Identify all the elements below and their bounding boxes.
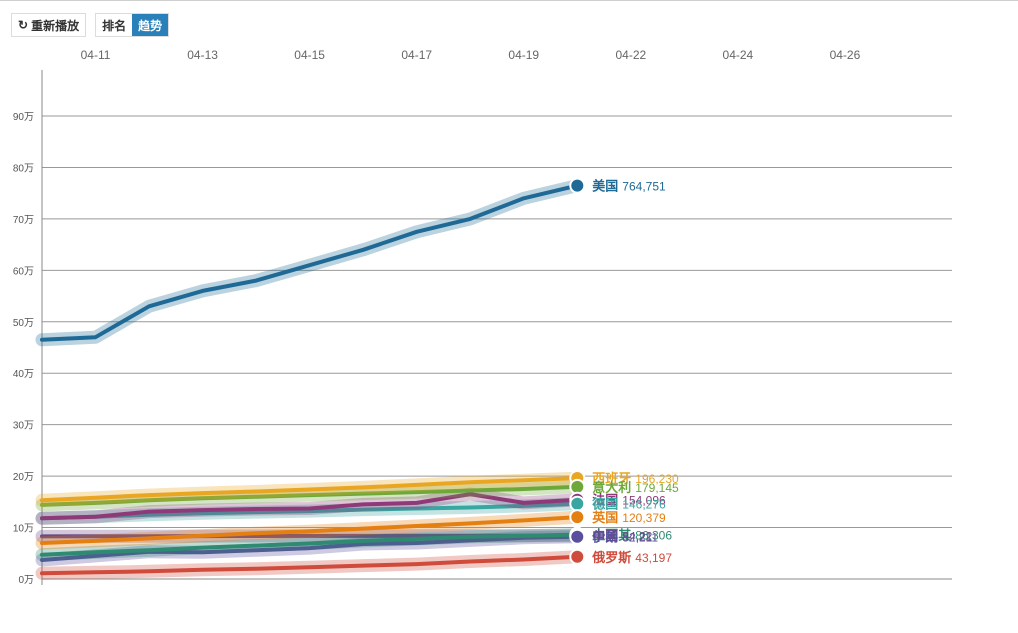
series-name: 英国 bbox=[591, 510, 618, 525]
y-tick-label: 70万 bbox=[13, 215, 34, 226]
series-line bbox=[40, 484, 580, 507]
series-name: 美国 bbox=[592, 179, 618, 194]
series-end-label: 伊朗 82,211 bbox=[591, 530, 658, 545]
series-line bbox=[40, 515, 580, 545]
x-tick-label: 04-11 bbox=[81, 48, 111, 62]
series-end-label: 西班牙 196,230 bbox=[592, 471, 679, 486]
replay-label: 重新播放 bbox=[31, 18, 80, 33]
x-tick-label: 04-17 bbox=[401, 48, 432, 62]
toolbar: ↻ 重新播放 排名 趋势 bbox=[11, 12, 170, 38]
x-tick-label: 04-26 bbox=[830, 48, 861, 62]
series-end-label: 土耳其 86,306 bbox=[592, 528, 672, 543]
series-lines bbox=[35, 179, 584, 580]
series-name: 西班牙 bbox=[592, 471, 631, 486]
y-tick-label: 90万 bbox=[13, 112, 34, 123]
x-tick-label: 04-22 bbox=[615, 48, 646, 62]
series-end-label: 法国 154,096 bbox=[592, 493, 666, 508]
series-value: 82,211 bbox=[622, 531, 658, 545]
series-line bbox=[40, 554, 580, 576]
grid bbox=[42, 115, 952, 580]
x-tick-label: 04-13 bbox=[187, 48, 218, 62]
series-end-label: 意大利 179,145 bbox=[592, 480, 679, 495]
y-tick-label: 0万 bbox=[18, 575, 34, 586]
series-value: 43,197 bbox=[635, 551, 672, 565]
series-name: 中国 bbox=[592, 529, 618, 544]
series-value: 120,379 bbox=[622, 511, 666, 525]
view-toggle: 排名 趋势 bbox=[95, 13, 170, 37]
series-value: 154,096 bbox=[622, 494, 666, 508]
y-tick-label: 40万 bbox=[13, 369, 34, 380]
series-end-label: 美国 764,751 bbox=[592, 179, 666, 194]
y-tick-label: 30万 bbox=[13, 421, 34, 432]
series-name: 德国 bbox=[592, 497, 618, 512]
x-tick-label: 04-24 bbox=[723, 48, 754, 62]
series-name: 意大利 bbox=[592, 480, 631, 495]
series-value: 146,276 bbox=[622, 498, 666, 512]
series-line bbox=[40, 183, 580, 342]
series-end-dot bbox=[571, 497, 584, 510]
series-line bbox=[40, 492, 580, 521]
series-name: 伊朗 bbox=[591, 530, 618, 545]
series-value: 86,306 bbox=[635, 529, 672, 543]
series-name: 土耳其 bbox=[592, 528, 631, 543]
series-end-label: 英国 120,379 bbox=[591, 510, 666, 525]
top-border bbox=[0, 0, 1018, 1]
series-line bbox=[40, 534, 580, 562]
series-end-dot bbox=[571, 480, 584, 493]
y-tick-label: 50万 bbox=[13, 318, 34, 329]
y-tick-label: 20万 bbox=[13, 472, 34, 483]
x-tick-label: 04-19 bbox=[508, 48, 539, 62]
y-tick-label: 10万 bbox=[13, 524, 34, 535]
series-value: 84,22 bbox=[622, 530, 652, 544]
series-line bbox=[40, 501, 580, 521]
series-value: 179,145 bbox=[635, 481, 679, 495]
series-value: 764,751 bbox=[622, 180, 666, 194]
tab-trend[interactable]: 趋势 bbox=[132, 14, 169, 36]
y-tick-label: 60万 bbox=[13, 266, 34, 277]
y-tick-label: 80万 bbox=[13, 163, 34, 174]
series-end-dot bbox=[571, 179, 584, 192]
tab-ranking[interactable]: 排名 bbox=[96, 14, 133, 36]
replay-icon: ↻ bbox=[18, 18, 29, 32]
series-end-dot bbox=[571, 511, 584, 524]
series-name: 法国 bbox=[592, 493, 618, 508]
series-end-dot bbox=[571, 530, 584, 543]
series-end-label: 中国 84,22 bbox=[592, 529, 652, 544]
series-end-label: 德国 146,276 bbox=[592, 497, 666, 512]
series-line bbox=[40, 476, 580, 503]
series-end-dot bbox=[571, 550, 584, 563]
x-tick-label: 04-15 bbox=[294, 48, 325, 62]
series-value: 196,230 bbox=[635, 472, 679, 486]
series-end-label: 俄罗斯 43,197 bbox=[591, 550, 672, 565]
series-name: 俄罗斯 bbox=[591, 550, 631, 565]
series-line bbox=[40, 532, 580, 557]
replay-button[interactable]: ↻ 重新播放 bbox=[11, 13, 87, 37]
